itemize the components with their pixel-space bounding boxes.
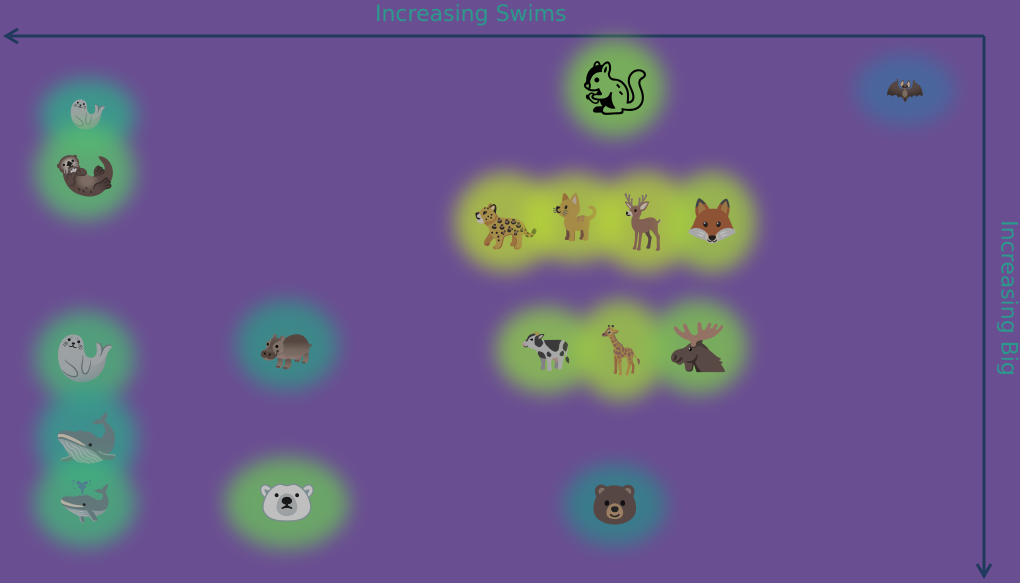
attention-glow bbox=[855, 54, 955, 126]
whale-icon: 🐳 bbox=[57, 477, 113, 528]
lynx-icon: 🐈 bbox=[547, 192, 603, 243]
polar-bear-icon: 🐻‍❄️ bbox=[257, 475, 317, 531]
attention-glow bbox=[225, 457, 349, 549]
squirrel-item: 🐿 bbox=[565, 39, 665, 137]
attention-glow bbox=[565, 39, 665, 137]
fox-icon: 🦊 bbox=[684, 196, 740, 247]
x-axis-arrowhead bbox=[3, 27, 19, 45]
otter-item: 🦦 bbox=[35, 124, 135, 220]
bat-icon: 🦇 bbox=[885, 71, 925, 108]
y-axis-label: Increasing Big bbox=[995, 220, 1020, 376]
cow-item: 🐄 bbox=[496, 307, 596, 393]
walrus-item: 🦭 bbox=[35, 311, 135, 405]
whale-item: 🐳 bbox=[34, 459, 136, 547]
attention-glow bbox=[649, 300, 747, 394]
bat-item: 🦇 bbox=[855, 54, 955, 126]
attention-glow bbox=[564, 464, 666, 546]
deer-icon: 🦌 bbox=[612, 191, 678, 253]
y-axis-arrowhead bbox=[975, 563, 993, 579]
moose-item: 🫎 bbox=[649, 300, 747, 394]
fox-item: 🦊 bbox=[668, 172, 756, 272]
moose-icon: 🫎 bbox=[667, 318, 729, 376]
hippo-item: 🦛 bbox=[236, 300, 338, 390]
deer-item: 🦌 bbox=[596, 172, 694, 272]
giraffe-icon: 🦒 bbox=[592, 323, 650, 377]
polar-bear-item: 🐻‍❄️ bbox=[225, 457, 349, 549]
attention-glow bbox=[35, 124, 135, 220]
giraffe-item: 🦒 bbox=[576, 300, 666, 400]
walrus-icon: 🦭 bbox=[54, 329, 116, 387]
attention-glow bbox=[668, 172, 756, 272]
hippo-icon: 🦛 bbox=[258, 318, 316, 372]
attention-glow bbox=[34, 459, 136, 547]
cow-icon: 🐄 bbox=[519, 324, 573, 375]
squirrel-icon: 🐿 bbox=[581, 57, 649, 119]
attention-glow bbox=[236, 300, 338, 390]
bear-item: 🐻 bbox=[564, 464, 666, 546]
x-axis-label: Increasing Swims bbox=[375, 2, 567, 27]
bear-icon: 🐻 bbox=[590, 482, 640, 528]
otter-icon: 🦦 bbox=[53, 142, 117, 202]
orca-icon: 🐋 bbox=[53, 406, 121, 469]
